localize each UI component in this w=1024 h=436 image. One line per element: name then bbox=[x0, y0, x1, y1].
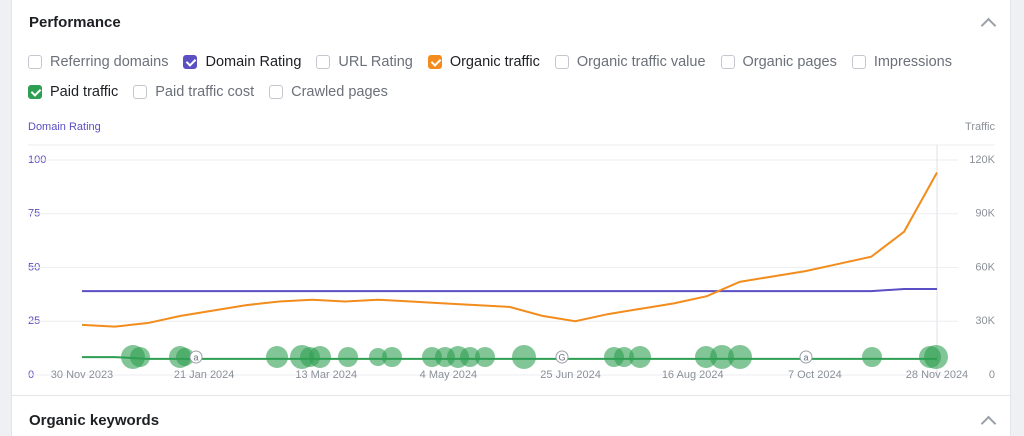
event-bubble bbox=[924, 345, 948, 369]
toggle-label: Domain Rating bbox=[205, 54, 302, 70]
divider bbox=[12, 395, 1010, 396]
event-bubble bbox=[130, 347, 150, 367]
toggle-label: Organic pages bbox=[742, 54, 837, 70]
metric-toggle[interactable]: Paid traffic cost bbox=[133, 83, 254, 101]
checkbox[interactable] bbox=[183, 55, 198, 69]
event-bubble bbox=[710, 345, 734, 369]
x-tick-label: 7 Oct 2024 bbox=[788, 369, 842, 381]
event-bubble bbox=[266, 346, 288, 368]
event-bubble bbox=[614, 347, 634, 367]
metric-toggle[interactable]: Crawled pages bbox=[269, 83, 388, 101]
y2-tick-label: 120K bbox=[969, 154, 995, 166]
event-bubble bbox=[728, 345, 752, 369]
annotation-marker bbox=[189, 350, 203, 364]
annotation-label: a bbox=[803, 352, 808, 362]
event-bubble bbox=[176, 348, 194, 366]
y2-tick-label: 60K bbox=[975, 261, 995, 273]
event-bubble bbox=[338, 347, 358, 367]
event-bubble bbox=[862, 347, 882, 367]
metric-toggle[interactable]: Organic traffic value bbox=[554, 53, 706, 71]
toggle-label: URL Rating bbox=[338, 54, 413, 70]
x-tick-label: 28 Nov 2024 bbox=[906, 369, 968, 381]
metric-toggle[interactable]: Domain Rating bbox=[183, 53, 301, 71]
series-line bbox=[82, 356, 937, 360]
x-tick-label: 13 Mar 2024 bbox=[295, 369, 357, 381]
y2-tick-label: 90K bbox=[975, 208, 995, 220]
y2-tick-label: 30K bbox=[975, 315, 995, 327]
checkbox[interactable] bbox=[269, 85, 284, 99]
checkbox[interactable] bbox=[720, 55, 735, 69]
annotation-marker bbox=[799, 350, 813, 364]
checkbox[interactable] bbox=[427, 55, 442, 69]
annotation-marker bbox=[555, 350, 569, 364]
checkbox[interactable] bbox=[316, 55, 331, 69]
event-bubble bbox=[460, 347, 480, 367]
toggle-label: Organic traffic bbox=[449, 54, 540, 70]
checkbox[interactable] bbox=[133, 85, 148, 99]
metric-toggle[interactable]: URL Rating bbox=[316, 53, 413, 71]
event-bubble bbox=[309, 346, 331, 368]
x-tick-label: 30 Nov 2023 bbox=[51, 369, 113, 381]
y-axis-title: Domain Rating bbox=[28, 121, 101, 133]
annotation-label: G bbox=[558, 352, 565, 362]
toggle-label: Referring domains bbox=[50, 54, 169, 70]
x-tick-label: 4 May 2024 bbox=[420, 369, 477, 381]
event-bubble bbox=[512, 345, 536, 369]
metric-toggle[interactable]: Impressions bbox=[851, 53, 952, 71]
metric-toggle[interactable]: Organic pages bbox=[720, 53, 837, 71]
toggle-label: Organic traffic value bbox=[576, 54, 706, 70]
toggle-label: Impressions bbox=[873, 54, 952, 70]
toggle-label: Paid traffic bbox=[50, 84, 119, 100]
event-bubble bbox=[382, 347, 402, 367]
metric-toggles: Referring domains Domain Rating URL Rating… bbox=[28, 53, 988, 101]
x-tick-label: 25 Jun 2024 bbox=[540, 369, 601, 381]
checkbox[interactable] bbox=[28, 55, 42, 69]
section-title: Organic keywords bbox=[29, 412, 160, 429]
x-tick-label: 16 Aug 2024 bbox=[662, 369, 724, 381]
metric-toggle[interactable]: Organic traffic bbox=[427, 53, 540, 71]
checkbox[interactable] bbox=[28, 85, 42, 99]
panel-title: Performance bbox=[29, 14, 121, 31]
event-bubble bbox=[369, 348, 387, 366]
event-bubble bbox=[475, 347, 495, 367]
metric-toggle[interactable]: Paid traffic bbox=[28, 83, 118, 101]
metric-toggle[interactable]: Referring domains bbox=[28, 53, 168, 71]
checkbox[interactable] bbox=[851, 55, 866, 69]
series-line bbox=[81, 172, 938, 328]
y2-tick-label: 0 bbox=[989, 369, 995, 381]
toggle-label: Crawled pages bbox=[291, 84, 388, 100]
series-line bbox=[82, 288, 937, 293]
y2-axis-title: Traffic bbox=[965, 121, 995, 133]
checkbox[interactable] bbox=[554, 55, 569, 69]
toggle-label: Paid traffic cost bbox=[155, 84, 255, 100]
event-bubble bbox=[629, 346, 651, 368]
annotation-label: a bbox=[193, 352, 198, 362]
x-tick-label: 21 Jan 2024 bbox=[174, 369, 235, 381]
